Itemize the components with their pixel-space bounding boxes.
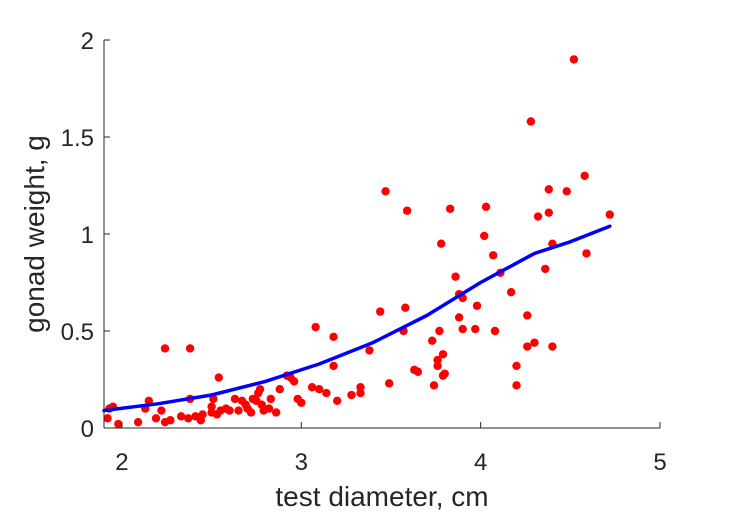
data-point	[329, 361, 338, 371]
y-tick-label: 1.5	[61, 125, 94, 152]
data-point	[429, 381, 439, 390]
data-point	[255, 385, 265, 394]
data-point	[264, 404, 274, 413]
data-point	[114, 419, 123, 429]
data-point	[489, 251, 498, 260]
data-point	[533, 212, 543, 221]
data-point	[454, 313, 464, 322]
data-point	[234, 406, 243, 415]
data-point	[275, 385, 284, 394]
data-point	[166, 416, 175, 425]
data-point	[297, 398, 306, 407]
data-point	[428, 336, 437, 345]
y-tick-label: 0	[81, 416, 94, 443]
data-point	[307, 383, 317, 392]
data-point	[315, 385, 324, 394]
data-point	[198, 410, 207, 419]
data-point	[214, 373, 223, 382]
data-point	[438, 350, 448, 359]
data-point	[481, 202, 491, 212]
data-point	[266, 394, 275, 404]
data-point	[184, 414, 193, 423]
y-tick-label: 1	[81, 222, 94, 249]
y-axis-label: gonad weight, g	[19, 135, 50, 333]
data-point	[506, 288, 516, 297]
data-point	[480, 231, 489, 241]
data-point	[512, 381, 521, 390]
data-point	[569, 55, 579, 64]
data-point	[445, 204, 455, 213]
data-point	[433, 361, 442, 371]
data-point	[271, 408, 281, 417]
data-point	[401, 303, 410, 312]
data-point	[157, 406, 166, 415]
data-point	[356, 383, 365, 392]
data-point	[523, 342, 532, 351]
x-tick-label: 3	[295, 449, 308, 476]
data-point	[311, 322, 320, 332]
y-tick-label: 0.5	[61, 319, 94, 346]
data-point	[376, 307, 385, 316]
data-point	[544, 208, 553, 217]
data-point	[582, 249, 591, 258]
data-point	[490, 326, 500, 336]
data-point	[384, 379, 394, 388]
data-point	[207, 402, 216, 411]
data-point	[332, 396, 342, 406]
x-tick-label: 2	[115, 449, 128, 476]
data-point	[176, 412, 186, 421]
data-point	[523, 311, 532, 320]
data-point	[347, 390, 356, 400]
data-point	[433, 355, 442, 365]
x-axis-label: test diameter, cm	[275, 481, 488, 512]
data-point	[185, 344, 195, 353]
data-point	[541, 264, 550, 274]
x-tick-label: 4	[474, 449, 487, 476]
axis-ticks: 2 3 4 5 0 0.5 1 1.5 2	[61, 28, 667, 476]
data-point	[246, 408, 256, 417]
data-point	[472, 301, 482, 310]
data-point	[413, 367, 423, 376]
data-point	[512, 361, 521, 371]
data-point	[103, 414, 112, 423]
data-point	[151, 414, 161, 423]
fit-curve	[102, 224, 612, 413]
data-point	[530, 338, 539, 347]
data-point	[381, 187, 390, 196]
data-point	[548, 342, 557, 351]
data-point	[356, 388, 365, 398]
data-point	[230, 394, 240, 404]
data-point	[580, 171, 589, 180]
data-point	[544, 185, 553, 194]
data-point	[605, 210, 614, 219]
data-point	[562, 187, 571, 196]
x-tick-label: 5	[653, 449, 666, 476]
data-point	[471, 324, 480, 334]
data-point	[402, 206, 412, 215]
plot-area	[102, 55, 614, 429]
data-point	[329, 332, 338, 342]
data-point	[451, 272, 460, 281]
data-point	[322, 388, 331, 398]
data-point	[160, 344, 170, 353]
data-point	[225, 406, 234, 415]
data-point	[440, 369, 449, 378]
data-point	[289, 377, 299, 386]
data-point	[133, 417, 143, 427]
data-point	[526, 117, 536, 126]
y-tick-label: 2	[81, 28, 94, 55]
data-point	[435, 326, 444, 336]
data-point	[436, 239, 446, 248]
data-point	[458, 324, 467, 334]
data-point	[365, 346, 374, 355]
